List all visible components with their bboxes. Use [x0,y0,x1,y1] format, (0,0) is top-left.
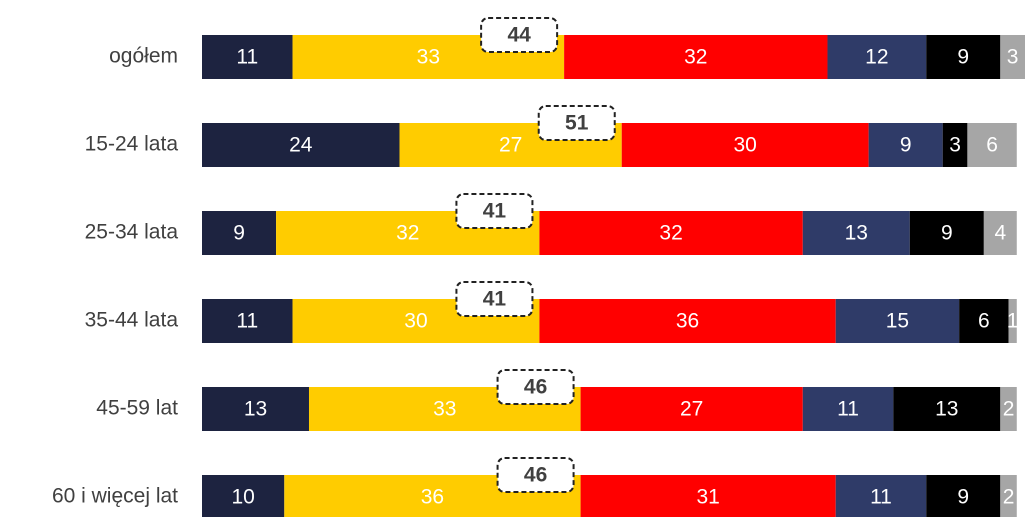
bar-segment [959,299,1009,343]
bar-segment [967,123,1017,167]
value-label: 9 [957,486,969,509]
category-label: 35-44 lata [85,309,179,332]
bar-segment [580,387,803,431]
value-label: 9 [233,222,245,245]
bar-segment [1000,475,1017,517]
annotation-box [537,105,616,141]
annotation-box [496,369,575,405]
value-label: 11 [837,398,859,421]
bar-segment [202,475,285,517]
annotation: 51 [565,112,589,135]
value-label: 1 [1007,310,1019,333]
annotation-box [455,193,534,229]
value-label: 6 [978,310,990,333]
bar-segment [983,211,1017,255]
bar-segment [802,387,894,431]
bar-segment [827,35,927,79]
value-label: 13 [845,222,868,245]
value-label: 2 [1003,398,1015,421]
bar-segment [539,211,803,255]
bar-segment [942,123,968,167]
value-label: 31 [696,486,719,509]
value-label: 11 [236,310,258,333]
category-label: ogółem [109,45,178,68]
category-label: 25-34 lata [85,221,179,244]
bar-segment [926,475,1001,517]
value-label: 13 [244,398,267,421]
bar-segment [202,387,309,431]
bar-segment [202,299,293,343]
category-label: 45-59 lat [96,397,178,420]
value-label: 33 [417,46,440,69]
value-label: 11 [870,486,892,509]
annotation: 41 [483,288,507,311]
value-label: 24 [289,134,313,157]
annotation-box [480,17,559,53]
bar-segment [564,35,828,79]
value-label: 30 [734,134,757,157]
bar-segment [1008,299,1017,343]
value-label: 32 [684,46,707,69]
bar-segment [893,387,1001,431]
value-label: 9 [941,222,953,245]
category-label: 60 i więcej lat [52,485,178,508]
bar-segment [202,123,400,167]
value-label: 2 [1003,486,1015,509]
bar-segment [802,211,910,255]
value-label: 3 [949,134,961,157]
category-label: 15-24 lata [85,133,179,156]
bar-segment [580,475,836,517]
bar-segment [1000,35,1025,79]
bar-segment [1000,387,1017,431]
value-label: 4 [994,222,1006,245]
value-label: 32 [659,222,682,245]
bar-segment [202,35,293,79]
annotation: 44 [507,24,531,47]
value-label: 15 [886,310,909,333]
annotation: 41 [483,200,507,223]
value-label: 10 [231,486,254,509]
bar-segment [539,299,836,343]
bar-segment [621,123,869,167]
value-label: 27 [499,134,522,157]
value-label: 36 [421,486,444,509]
annotation-box [455,281,534,317]
bar-segment [835,475,927,517]
value-label: 11 [236,46,258,69]
value-label: 33 [433,398,456,421]
bar-segment [202,211,277,255]
value-label: 30 [404,310,427,333]
annotation: 46 [524,376,547,399]
value-label: 6 [986,134,998,157]
value-label: 12 [865,46,888,69]
bar-segment [909,211,984,255]
bar-segment [835,299,960,343]
value-label: 32 [396,222,419,245]
value-label: 9 [957,46,969,69]
annotation-box [496,457,575,493]
value-label: 9 [900,134,912,157]
value-label: 3 [1007,46,1019,69]
value-label: 13 [935,398,958,421]
annotation: 46 [524,464,547,487]
bar-segment [868,123,943,167]
value-label: 36 [676,310,699,333]
bar-segment [926,35,1001,79]
value-label: 27 [680,398,703,421]
